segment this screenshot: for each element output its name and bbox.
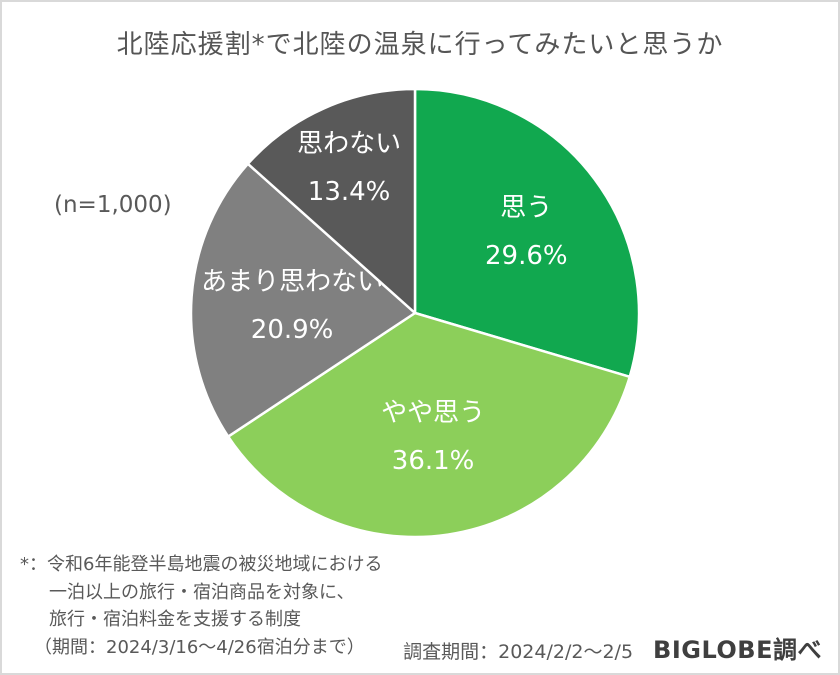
slice-label-text: あまり思わない xyxy=(201,267,383,297)
survey-period-label: 調査期間：2024/2/2〜2/5 xyxy=(403,641,634,663)
sample-size-label: (n=1,000) xyxy=(54,192,172,218)
footnote-line: 旅行・宿泊料金を支援する制度 xyxy=(49,609,301,630)
source-credit-label: BIGLOBE調べ xyxy=(653,636,822,664)
slice-label-text: 思う xyxy=(500,193,552,223)
chart-title: 北陸応援割*で北陸の温泉に行ってみたいと思うか xyxy=(116,30,724,60)
footnote-line: *：令和6年能登半島地震の被災地域における xyxy=(20,554,383,575)
pie-slice-0 xyxy=(413,87,641,379)
slice-value-text: 36.1% xyxy=(392,446,475,476)
footnote-line: （期間：2024/3/16〜4/26宿泊分まで） xyxy=(34,636,365,658)
pie-slice-1 xyxy=(226,311,631,539)
footnote-block: *：令和6年能登半島地震の被災地域における 一泊以上の旅行・宿泊商品を対象に、 … xyxy=(20,551,382,661)
slice-value-text: 20.9% xyxy=(251,315,334,345)
slice-label-text: やや思う xyxy=(381,398,485,428)
footnote-line: 一泊以上の旅行・宿泊商品を対象に、 xyxy=(49,581,355,603)
slice-label-text: 思わない xyxy=(297,129,401,159)
slice-value-text: 29.6% xyxy=(485,241,568,271)
pie-slice-3 xyxy=(246,87,417,315)
slice-value-text: 13.4% xyxy=(308,177,391,207)
pie-slice-2 xyxy=(189,162,417,438)
footer-block: 調査期間：2024/2/2〜2/5 BIGLOBE調べ xyxy=(403,630,822,665)
